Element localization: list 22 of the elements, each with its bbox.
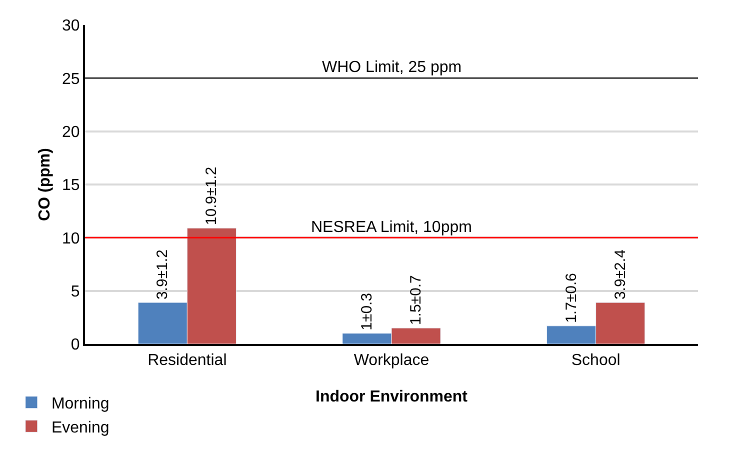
data-label: 1.7±0.6 <box>562 272 580 323</box>
x-tick-label: Workplace <box>354 352 430 370</box>
data-label: 3.9±2.4 <box>612 250 629 300</box>
y-tick-label: 15 <box>62 177 80 194</box>
x-axis-title: Indoor Environment <box>316 388 468 406</box>
x-tick-label: Residential <box>148 352 227 370</box>
y-tick-label: 10 <box>62 230 80 248</box>
data-label: 3.9±1.2 <box>154 250 172 300</box>
data-label: 10.9±1.2 <box>203 166 220 226</box>
y-tick-label: 20 <box>62 124 80 141</box>
y-tick-label: 0 <box>70 336 80 354</box>
y-tick-label: 5 <box>70 283 80 300</box>
y-axis-title: CO (ppm) <box>36 148 54 221</box>
y-tick-label: 25 <box>62 70 80 88</box>
ref-line-label: WHO Limit, 25 ppm <box>322 59 462 76</box>
data-label: 1.5±0.7 <box>408 275 425 326</box>
y-tick-label: 30 <box>62 18 80 35</box>
legend-label: Morning <box>51 396 110 413</box>
data-label: 1±0.3 <box>358 292 376 330</box>
x-tick-label: School <box>571 352 620 370</box>
legend-label: Evening <box>51 419 110 436</box>
ref-line-label: NESREA Limit, 10ppm <box>311 219 472 236</box>
